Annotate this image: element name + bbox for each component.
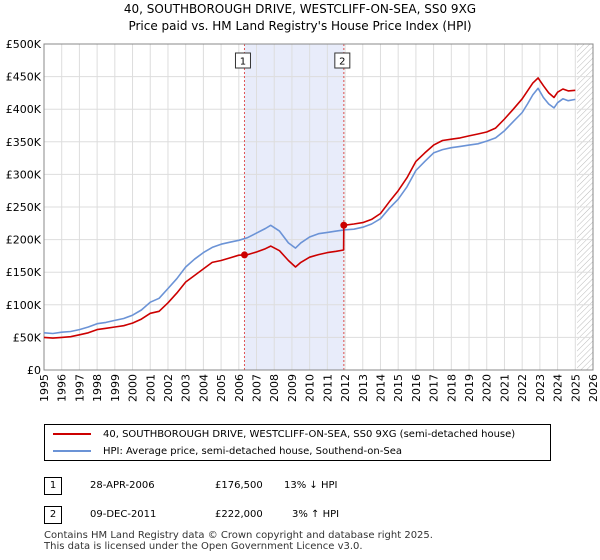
transaction-2-hpi-diff: 3% ↑ HPI	[292, 509, 340, 520]
y-tick-label: £250K	[6, 201, 42, 214]
x-tick-label: 2000	[127, 374, 140, 402]
hpi-line	[43, 87, 576, 335]
property-swatch	[53, 433, 91, 435]
x-tick-label: 2026	[587, 374, 600, 402]
chart-svg: £0 £50K £100K £150K £200K £250K £300K £350K £400…	[6, 38, 600, 402]
chart-title: 40, SOUTHBOROUGH DRIVE, WESTCLIFF-ON-SEA…	[123, 2, 477, 16]
x-tick-label: 1996	[56, 374, 69, 402]
transaction-2-date: 09-DEC-2011	[90, 509, 157, 520]
y-tick-label: £100K	[6, 299, 42, 312]
x-tick-label: 2025	[569, 374, 582, 402]
x-tick-label: 2016	[410, 374, 423, 402]
legend-label-property: 40, SOUTHBOROUGH DRIVE, WESTCLIFF-ON-SEA…	[103, 429, 516, 440]
transaction-2-price: £222,000	[215, 509, 263, 520]
x-tick-label: 2020	[481, 374, 494, 402]
transaction-2-number: 2	[44, 506, 62, 524]
x-tick-label: 2004	[197, 374, 210, 402]
sale-label-box-1	[234, 52, 251, 69]
transaction-1-date: 28-APR-2006	[90, 480, 155, 491]
sale-marker-2	[340, 221, 348, 229]
x-tick-label: 2019	[463, 374, 476, 402]
x-tick-label: 2005	[215, 374, 228, 402]
x-tick-label: 2007	[251, 374, 264, 402]
hpi-swatch	[53, 450, 91, 452]
footer: Contains HM Land Registry data © Crown c…	[44, 530, 433, 552]
y-tick-label: £0	[27, 364, 41, 377]
x-tick-label: 1997	[73, 374, 86, 402]
x-tick-label: 2024	[552, 374, 565, 402]
x-tick-label: 2012	[339, 374, 352, 402]
x-tick-label: 2021	[498, 374, 511, 402]
x-tick-label: 2013	[357, 374, 370, 402]
x-tick-label: 1999	[109, 374, 122, 402]
sale-label-2: 2	[339, 57, 345, 68]
y-tick-label: £500K	[6, 38, 42, 51]
transaction-1-number: 1	[44, 477, 62, 495]
x-tick-label: 2011	[321, 374, 334, 402]
x-tick-label: 1998	[91, 374, 104, 402]
x-tick-label: 2006	[233, 374, 246, 402]
x-tick-label: 2003	[180, 374, 193, 402]
legend-item-property: 40, SOUTHBOROUGH DRIVE, WESTCLIFF-ON-SEA…	[53, 427, 515, 443]
y-tick-label: £150K	[6, 266, 42, 279]
footer-line-2: This data is licensed under the Open Gov…	[44, 541, 363, 552]
x-tick-label: 2015	[392, 374, 405, 402]
y-tick-label: £200K	[6, 234, 42, 247]
x-tick-label: 2014	[374, 374, 387, 402]
x-tick-label: 2018	[445, 374, 458, 402]
transaction-1-hpi-diff: 13% ↓ HPI	[284, 480, 338, 491]
sale-label-1: 1	[240, 57, 246, 68]
y-tick-label: £300K	[6, 168, 42, 181]
x-tick-label: 1995	[38, 374, 51, 402]
y-tick-label: £400K	[6, 103, 42, 116]
sale-marker-1	[240, 251, 248, 259]
y-tick-label: £350K	[6, 136, 42, 149]
x-tick-label: 2010	[304, 374, 317, 402]
transaction-1-price: £176,500	[215, 480, 263, 491]
y-tick-label: £50K	[13, 331, 42, 344]
legend: 40, SOUTHBOROUGH DRIVE, WESTCLIFF-ON-SEA…	[44, 424, 551, 461]
x-tick-label: 2002	[162, 374, 175, 402]
property-price-line	[43, 77, 576, 339]
sale-label-box-2	[334, 52, 351, 69]
chart-subtitle: Price paid vs. HM Land Registry's House …	[128, 19, 472, 33]
x-tick-label: 2009	[286, 374, 299, 402]
plot-frame	[43, 43, 594, 371]
legend-item-hpi: HPI: Average price, semi-detached house,…	[53, 444, 402, 460]
legend-label-hpi: HPI: Average price, semi-detached house,…	[103, 446, 402, 457]
y-tick-label: £450K	[6, 71, 42, 84]
x-tick-label: 2001	[144, 374, 157, 402]
x-tick-label: 2008	[268, 374, 281, 402]
x-tick-label: 2022	[516, 374, 529, 402]
x-tick-label: 2017	[428, 374, 441, 402]
footer-line-1: Contains HM Land Registry data © Crown c…	[44, 530, 433, 541]
x-tick-label: 2023	[534, 374, 547, 402]
